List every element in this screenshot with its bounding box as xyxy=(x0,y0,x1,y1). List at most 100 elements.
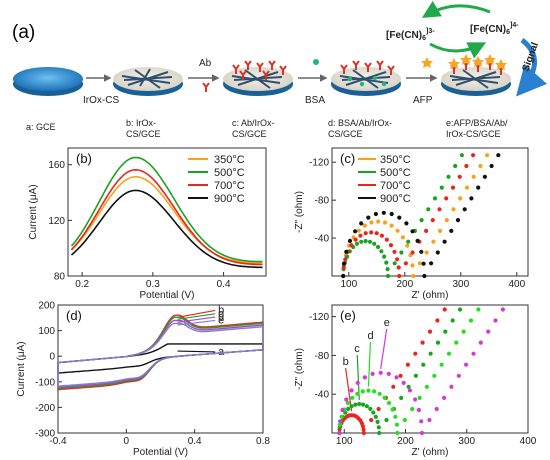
data-point xyxy=(376,406,381,412)
data-point xyxy=(415,238,420,243)
panel-label: (e) xyxy=(340,308,356,323)
series-line xyxy=(70,189,263,269)
data-point xyxy=(459,153,464,158)
data-point xyxy=(424,228,429,233)
x-tick-label: 0.2 xyxy=(75,279,89,290)
data-point xyxy=(400,235,405,240)
caption-b-line1: b: IrOx- xyxy=(126,118,156,128)
data-point xyxy=(453,163,458,169)
data-point xyxy=(428,351,433,356)
cv-curve xyxy=(57,343,264,374)
data-point xyxy=(390,407,395,412)
data-point xyxy=(366,388,371,393)
data-point xyxy=(471,153,476,158)
data-point xyxy=(367,239,373,244)
data-point xyxy=(395,430,400,436)
y-tick-label: -200 xyxy=(35,403,55,414)
data-point xyxy=(349,388,354,393)
y-tick-label: -120 xyxy=(309,312,329,323)
x-tick-label: 200 xyxy=(397,436,414,447)
data-point xyxy=(432,373,437,378)
data-point xyxy=(426,207,431,212)
data-point xyxy=(386,400,392,406)
data-point xyxy=(379,233,384,238)
electrode-bsa xyxy=(331,60,401,96)
data-point xyxy=(363,231,368,236)
data-point xyxy=(340,407,345,413)
data-point xyxy=(385,273,391,279)
data-point xyxy=(403,261,408,266)
data-point xyxy=(372,389,377,394)
label-leader xyxy=(345,367,353,412)
data-point xyxy=(337,430,342,436)
data-point xyxy=(406,239,411,244)
data-point xyxy=(389,211,394,217)
data-point xyxy=(377,391,382,396)
data-point xyxy=(419,430,425,436)
data-point xyxy=(450,318,455,323)
legend-label: 700°C xyxy=(380,180,411,192)
curve-label: c xyxy=(354,343,360,355)
data-point xyxy=(434,406,439,412)
data-point xyxy=(377,430,382,436)
data-point xyxy=(384,417,389,423)
redox-reduced: [Fe(CN)6]4- xyxy=(470,22,519,36)
x-tick-label: 0.3 xyxy=(146,279,160,290)
data-point xyxy=(405,362,410,367)
data-point xyxy=(439,185,444,190)
data-point xyxy=(464,185,470,190)
x-tick-label: 300 xyxy=(452,279,469,290)
data-point xyxy=(369,220,374,225)
y-tick-label: 80 xyxy=(54,272,66,283)
data-point xyxy=(384,260,389,265)
data-point xyxy=(399,250,404,255)
data-point xyxy=(395,257,400,262)
data-point xyxy=(354,241,360,246)
data-point xyxy=(338,419,343,424)
data-point xyxy=(419,419,424,424)
data-point xyxy=(345,400,350,406)
data-point xyxy=(413,351,418,356)
curve-label: a xyxy=(218,346,225,358)
plot-frame xyxy=(67,147,267,277)
data-point xyxy=(353,402,358,407)
data-point xyxy=(424,250,429,255)
electrode-ab xyxy=(223,60,293,96)
curve-label: b xyxy=(343,356,349,368)
data-point xyxy=(341,273,346,279)
data-point xyxy=(341,261,347,266)
data-point xyxy=(493,318,498,323)
data-point xyxy=(376,219,381,224)
series-line xyxy=(70,156,263,263)
panel-a-label: (a) xyxy=(12,22,35,43)
data-point xyxy=(389,223,394,228)
data-point xyxy=(449,384,454,389)
data-point xyxy=(489,163,494,169)
data-point xyxy=(364,404,369,409)
data-point xyxy=(404,221,409,226)
data-point xyxy=(496,153,501,158)
data-point xyxy=(344,397,349,402)
data-point xyxy=(357,401,362,407)
step-arrow-ab: Ab xyxy=(188,58,220,92)
data-point xyxy=(375,419,380,424)
data-point xyxy=(482,174,487,179)
label-leader xyxy=(380,328,388,369)
data-point xyxy=(421,261,426,266)
data-point xyxy=(424,384,429,389)
legend-label: 900°C xyxy=(380,193,411,205)
legend-label: 350°C xyxy=(380,154,411,166)
data-point xyxy=(486,329,491,334)
data-point xyxy=(382,395,387,400)
data-point xyxy=(458,196,463,201)
data-point xyxy=(406,384,411,389)
data-point xyxy=(361,427,366,432)
step-label-irox: IrOx-CS xyxy=(83,95,119,106)
data-point xyxy=(410,406,415,412)
data-point xyxy=(411,273,416,279)
redox-cycle: [Fe(CN)6]3- [Fe(CN)6]4- Signal xyxy=(386,0,548,97)
curve-label: e xyxy=(384,317,390,329)
cv-curve xyxy=(57,319,264,389)
y-tick-label: 200 xyxy=(38,301,55,312)
x-tick-label: 100 xyxy=(336,436,353,447)
